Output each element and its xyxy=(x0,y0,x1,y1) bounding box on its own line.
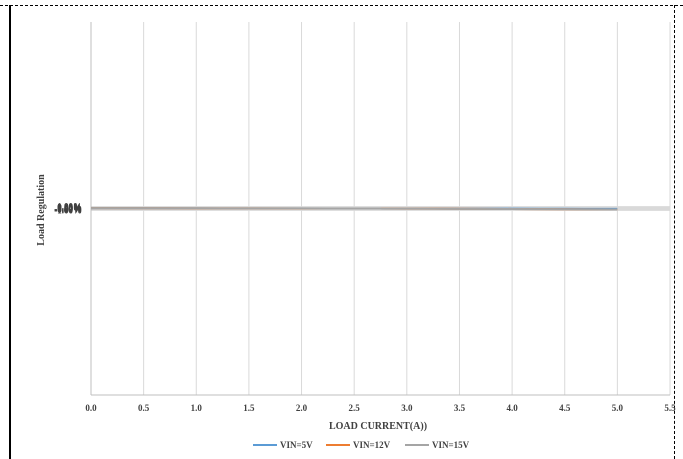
x-tick-label: 5.5 xyxy=(664,403,676,413)
x-tick-label: 0.0 xyxy=(85,403,97,413)
legend-label: VIN=5V xyxy=(280,440,313,450)
y-tick-label: 0.00% xyxy=(57,204,82,214)
x-tick-label: 0.5 xyxy=(138,403,150,413)
left-border xyxy=(9,5,11,459)
y-tick-label: -0.40% xyxy=(54,204,82,214)
x-tick-label: 1.5 xyxy=(243,403,255,413)
y-tick-label: 0.80% xyxy=(57,202,82,212)
x-tick-label: 4.5 xyxy=(559,403,571,413)
top-dashed-border xyxy=(0,5,683,6)
x-tick-label: 1.0 xyxy=(191,403,203,413)
x-tick-label: 2.0 xyxy=(296,403,308,413)
series-line-vin-15v xyxy=(90,207,618,211)
right-dashed-border xyxy=(674,5,675,459)
legend-label: VIN=15V xyxy=(432,440,470,450)
x-axis-title: LOAD CURRENT(A)) xyxy=(329,421,427,432)
series-lines xyxy=(90,207,618,211)
y-tick-label: -0.80% xyxy=(54,205,82,215)
y-tick-label: -0.60% xyxy=(54,205,82,215)
y-tick-label: -1.00% xyxy=(54,205,82,215)
y-tick-label: 0.20% xyxy=(57,203,82,213)
legend-label: VIN=12V xyxy=(353,440,391,450)
x-tick-label: 5.0 xyxy=(612,403,624,413)
y-tick-label: 0.60% xyxy=(57,202,82,212)
y-tick-label: 0.40% xyxy=(57,203,82,213)
x-tick-label: 4.0 xyxy=(506,403,518,413)
y-tick-label: -0.20% xyxy=(54,204,82,214)
x-tick-label: 3.0 xyxy=(401,403,413,413)
x-tick-labels: 0.0 0.5 1.0 1.5 2.0 2.5 3.0 3.5 4.0 4.5 5.0 5.5 xyxy=(85,403,676,413)
x-tick-label: 3.5 xyxy=(454,403,466,413)
y-tick-label: 1.00% xyxy=(57,202,82,212)
legend: VIN=5V VIN=12V VIN=15V xyxy=(253,440,470,450)
x-tick-label: 2.5 xyxy=(349,403,361,413)
y-tick-labels: 1.00%0.80%0.60%0.40%0.20%0.00%-0.20%-0.4… xyxy=(54,202,82,216)
y-axis-title: Load Regulation xyxy=(36,174,47,246)
